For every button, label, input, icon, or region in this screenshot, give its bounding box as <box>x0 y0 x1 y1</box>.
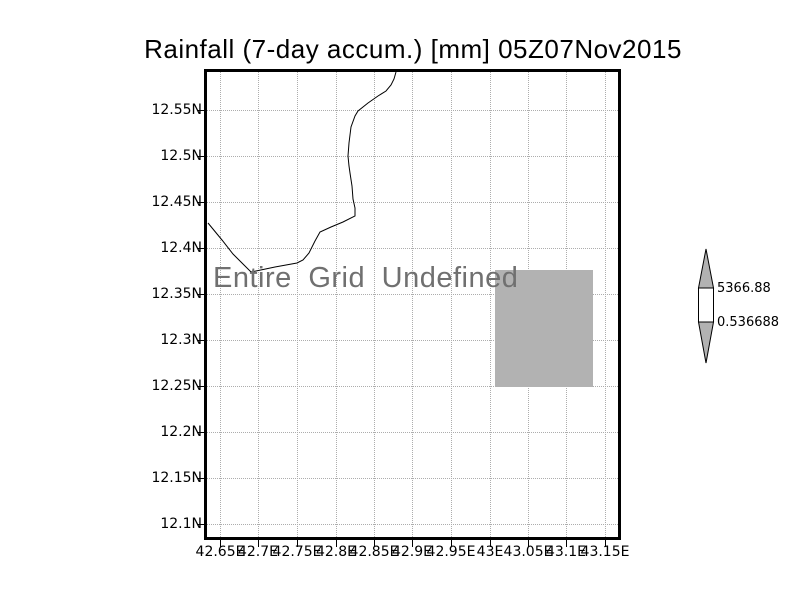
y-tick-mark <box>197 524 204 525</box>
colorbar-max-label: 5366.88 <box>717 281 771 296</box>
x-tick-label: 42.65E <box>195 544 245 560</box>
x-tick-label: 42.8E <box>315 544 357 560</box>
x-tick-label: 42.7E <box>237 544 279 560</box>
x-gridline <box>605 72 606 537</box>
colorbar <box>697 248 715 364</box>
y-tick-mark <box>197 386 204 387</box>
y-gridline <box>207 294 618 295</box>
y-gridline <box>207 524 618 525</box>
y-tick-label: 12.3N <box>160 332 202 348</box>
x-gridline <box>374 72 375 537</box>
y-gridline <box>207 248 618 249</box>
x-tick-label: 42.85E <box>349 544 399 560</box>
y-tick-label: 12.35N <box>151 286 202 302</box>
y-gridline <box>207 156 618 157</box>
x-tick-mark <box>490 540 491 547</box>
y-gridline <box>207 386 618 387</box>
x-tick-mark <box>528 540 529 547</box>
y-tick-mark <box>197 432 204 433</box>
x-tick-mark <box>605 540 606 547</box>
x-gridline <box>412 72 413 537</box>
y-tick-mark <box>197 294 204 295</box>
y-tick-mark <box>197 110 204 111</box>
y-tick-mark <box>197 202 204 203</box>
x-gridline <box>220 72 221 537</box>
y-gridline <box>207 340 618 341</box>
x-tick-label: 42.9E <box>391 544 433 560</box>
y-tick-label: 12.15N <box>151 470 202 486</box>
plot-title: Rainfall (7-day accum.) [mm] 05Z07Nov201… <box>144 34 682 64</box>
colorbar-up-arrow <box>697 248 715 289</box>
x-tick-label: 42.95E <box>426 544 476 560</box>
y-tick-label: 12.1N <box>160 516 202 532</box>
x-tick-mark <box>297 540 298 547</box>
x-gridline <box>336 72 337 537</box>
y-tick-label: 12.25N <box>151 378 202 394</box>
x-tick-label: 42.75E <box>272 544 322 560</box>
x-tick-mark <box>374 540 375 547</box>
y-gridline <box>207 432 618 433</box>
x-gridline <box>490 72 491 537</box>
x-tick-mark <box>566 540 567 547</box>
y-tick-mark <box>197 478 204 479</box>
y-tick-label: 12.45N <box>151 194 202 210</box>
y-tick-label: 12.2N <box>160 424 202 440</box>
x-gridline <box>297 72 298 537</box>
y-tick-mark <box>197 156 204 157</box>
x-tick-label: 43.15E <box>580 544 630 560</box>
y-tick-mark <box>197 248 204 249</box>
y-gridline <box>207 110 618 111</box>
colorbar-body <box>698 287 714 323</box>
undefined-region-rect <box>495 270 593 387</box>
x-tick-mark <box>336 540 337 547</box>
x-tick-label: 43.05E <box>503 544 553 560</box>
x-gridline <box>451 72 452 537</box>
x-tick-mark <box>451 540 452 547</box>
y-tick-label: 12.55N <box>151 102 202 118</box>
y-gridline <box>207 478 618 479</box>
y-tick-mark <box>197 340 204 341</box>
x-tick-label: 43.1E <box>545 544 587 560</box>
undefined-message: Entire Grid Undefined <box>213 262 519 294</box>
x-gridline <box>258 72 259 537</box>
x-tick-mark <box>220 540 221 547</box>
colorbar-min-label: 0.536688 <box>717 315 780 330</box>
x-tick-mark <box>412 540 413 547</box>
coastline-path <box>207 71 397 273</box>
y-tick-label: 12.4N <box>160 240 202 256</box>
x-tick-mark <box>258 540 259 547</box>
colorbar-down-arrow <box>697 321 715 364</box>
y-gridline <box>207 202 618 203</box>
y-tick-label: 12.5N <box>160 148 202 164</box>
x-tick-label: 43E <box>476 544 504 560</box>
